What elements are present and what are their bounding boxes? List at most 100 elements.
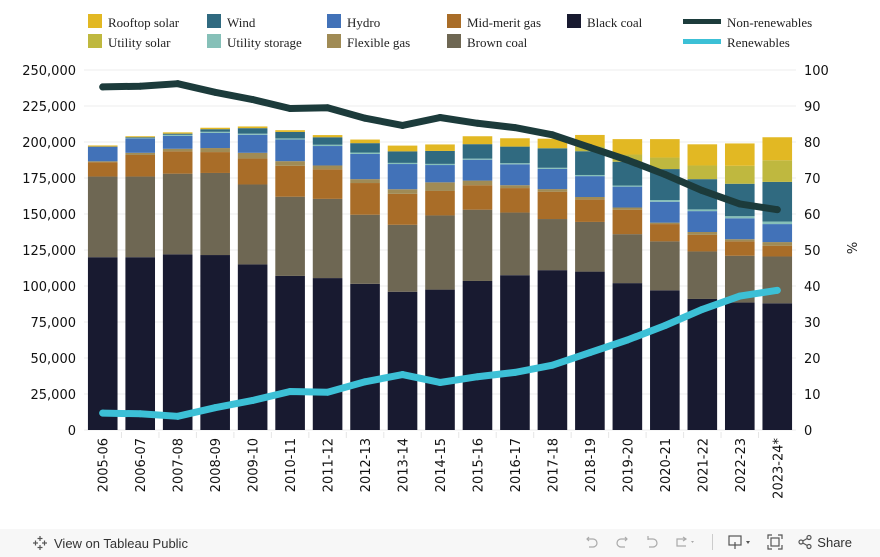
line-point-non-renewables[interactable] <box>249 96 257 104</box>
bar-segment-rooftop-solar[interactable] <box>312 135 343 138</box>
bar-segment-hydro[interactable] <box>387 164 418 190</box>
bar-stack-2008-09[interactable] <box>200 127 230 430</box>
line-point-renewables[interactable] <box>511 368 519 376</box>
fullscreen-button[interactable] <box>767 534 783 550</box>
line-point-renewables[interactable] <box>211 404 219 412</box>
bar-segment-mid-merit-gas[interactable] <box>387 193 418 225</box>
bar-segment-mid-merit-gas[interactable] <box>575 199 605 222</box>
legend-item-renewables[interactable]: Renewables <box>683 34 790 52</box>
line-point-renewables[interactable] <box>773 286 781 294</box>
line-point-non-renewables[interactable] <box>661 170 669 178</box>
line-point-renewables[interactable] <box>436 378 444 386</box>
bar-segment-brown-coal[interactable] <box>425 215 455 290</box>
undo-button[interactable] <box>584 534 600 550</box>
bar-segment-brown-coal[interactable] <box>87 176 118 258</box>
bar-segment-mid-merit-gas[interactable] <box>612 209 643 235</box>
bar-segment-black-coal[interactable] <box>425 289 455 430</box>
bar-stack-2012-13[interactable] <box>350 139 380 430</box>
bar-segment-utility-solar[interactable] <box>724 165 755 184</box>
line-point-non-renewables[interactable] <box>361 114 369 122</box>
line-point-renewables[interactable] <box>548 361 556 369</box>
bar-stack-2017-18[interactable] <box>537 138 568 430</box>
line-point-non-renewables[interactable] <box>174 80 182 88</box>
bar-segment-flexible-gas[interactable] <box>724 239 755 242</box>
bar-segment-wind[interactable] <box>537 148 568 168</box>
legend-item-hydro[interactable]: Hydro <box>327 14 380 32</box>
bar-segment-wind[interactable] <box>387 151 418 163</box>
refresh-button[interactable] <box>674 534 698 550</box>
bar-segment-rooftop-solar[interactable] <box>125 136 156 138</box>
bar-segment-wind[interactable] <box>237 128 268 134</box>
bar-segment-wind[interactable] <box>200 129 230 132</box>
legend-item-wind[interactable]: Wind <box>207 14 255 32</box>
share-button[interactable]: Share <box>797 534 852 550</box>
bar-segment-flexible-gas[interactable] <box>687 232 718 235</box>
bar-segment-black-coal[interactable] <box>200 255 230 430</box>
bar-segment-flexible-gas[interactable] <box>762 242 793 246</box>
bar-segment-brown-coal[interactable] <box>312 198 343 279</box>
bar-segment-black-coal[interactable] <box>612 283 643 430</box>
bar-stack-2011-12[interactable] <box>312 135 343 430</box>
view-on-tableau-link[interactable]: View on Tableau Public <box>32 535 188 551</box>
bar-segment-black-coal[interactable] <box>87 257 118 430</box>
bar-segment-utility-solar[interactable] <box>762 160 793 182</box>
bar-segment-flexible-gas[interactable] <box>275 161 305 166</box>
bar-segment-utility-storage[interactable] <box>612 185 643 187</box>
bar-segment-hydro[interactable] <box>650 201 680 223</box>
bar-segment-rooftop-solar[interactable] <box>687 144 718 166</box>
bar-segment-brown-coal[interactable] <box>575 221 605 272</box>
line-point-renewables[interactable] <box>473 373 481 381</box>
legend-item-non-renewables[interactable]: Non-renewables <box>683 14 812 32</box>
bar-segment-mid-merit-gas[interactable] <box>724 241 755 256</box>
line-point-non-renewables[interactable] <box>623 156 631 164</box>
bar-stack-2009-10[interactable] <box>237 126 268 430</box>
bar-segment-brown-coal[interactable] <box>462 209 493 281</box>
bar-segment-rooftop-solar[interactable] <box>650 139 680 158</box>
bar-segment-flexible-gas[interactable] <box>612 207 643 210</box>
bar-segment-rooftop-solar[interactable] <box>500 138 530 147</box>
line-point-non-renewables[interactable] <box>286 105 294 113</box>
bar-segment-mid-merit-gas[interactable] <box>350 183 380 215</box>
bar-segment-flexible-gas[interactable] <box>162 148 193 152</box>
bar-segment-mid-merit-gas[interactable] <box>425 190 455 216</box>
bar-stack-2023-24*[interactable] <box>762 137 793 430</box>
legend-item-utility-solar[interactable]: Utility solar <box>88 34 170 52</box>
bar-segment-hydro[interactable] <box>425 165 455 183</box>
bar-segment-black-coal[interactable] <box>462 280 493 430</box>
line-point-renewables[interactable] <box>249 396 257 404</box>
bar-segment-hydro[interactable] <box>687 211 718 232</box>
bar-segment-utility-solar[interactable] <box>650 157 680 170</box>
bar-segment-hydro[interactable] <box>87 146 118 162</box>
line-point-renewables[interactable] <box>136 410 144 418</box>
bar-stack-2013-14[interactable] <box>387 145 418 430</box>
bar-segment-utility-storage[interactable] <box>425 163 455 166</box>
bar-segment-black-coal[interactable] <box>350 283 380 430</box>
bar-segment-brown-coal[interactable] <box>650 241 680 291</box>
legend-item-black-coal[interactable]: Black coal <box>567 14 642 32</box>
line-point-non-renewables[interactable] <box>586 143 594 151</box>
line-point-renewables[interactable] <box>324 388 332 396</box>
bar-stack-2010-11[interactable] <box>275 130 305 430</box>
bar-segment-mid-merit-gas[interactable] <box>312 169 343 199</box>
legend-item-rooftop-solar[interactable]: Rooftop solar <box>88 14 179 32</box>
bar-segment-brown-coal[interactable] <box>762 256 793 304</box>
line-point-non-renewables[interactable] <box>436 114 444 122</box>
bar-segment-rooftop-solar[interactable] <box>724 143 755 166</box>
line-point-renewables[interactable] <box>361 378 369 386</box>
bar-segment-brown-coal[interactable] <box>237 184 268 265</box>
bar-segment-wind[interactable] <box>275 131 305 139</box>
bar-segment-black-coal[interactable] <box>125 257 156 430</box>
bar-segment-wind[interactable] <box>500 146 530 164</box>
bar-segment-brown-coal[interactable] <box>162 173 193 255</box>
legend-item-brown-coal[interactable]: Brown coal <box>447 34 527 52</box>
bar-segment-hydro[interactable] <box>462 159 493 181</box>
line-point-renewables[interactable] <box>174 412 182 420</box>
bar-segment-utility-storage[interactable] <box>462 158 493 160</box>
bar-segment-rooftop-solar[interactable] <box>200 127 230 130</box>
bar-segment-utility-storage[interactable] <box>312 144 343 147</box>
bar-segment-brown-coal[interactable] <box>537 219 568 271</box>
line-point-non-renewables[interactable] <box>136 82 144 90</box>
bar-segment-mid-merit-gas[interactable] <box>162 151 193 174</box>
bar-segment-hydro[interactable] <box>612 186 643 208</box>
line-point-renewables[interactable] <box>698 305 706 313</box>
